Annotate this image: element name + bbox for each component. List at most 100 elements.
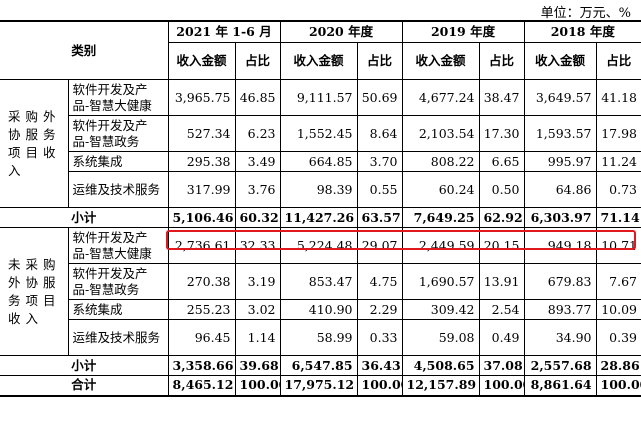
ratio-cell: 0.55 (357, 171, 403, 208)
ratio-cell: 2.29 (357, 299, 403, 320)
table-row: 未采购外协服务项目收入 软件开发及产品-智慧大健康 2,736.61 32.33 5,2… (0, 227, 641, 356)
ratio-cell: 39.68 (235, 355, 281, 376)
revenue-cell: 2,103.54 (402, 115, 480, 152)
ratio-cell: 38.47 (479, 79, 525, 116)
revenue-cell: 6,547.85 (280, 355, 358, 376)
revenue-cell: 3,965.75 (168, 79, 236, 116)
revenue-cell: 8,465.12 (168, 375, 236, 397)
table-row: 软件开发及产品-智慧政务 270.38 3.19 853.47 4.75 1,690.57… (0, 263, 641, 300)
ratio-cell: 3.02 (235, 299, 281, 320)
ratio-cell: 6.65 (479, 151, 525, 172)
unit-label: 单位：万元、% (540, 6, 631, 21)
revenue-table: 类别 2021 年 1-6 月 2020 年度 2019 年度 2018 年度 … (0, 20, 641, 397)
revenue-cell: 270.38 (168, 263, 236, 300)
header-revenue: 收入金额 (402, 42, 480, 80)
revenue-cell: 4,508.65 (402, 355, 480, 376)
table-body: 采购外协服务项目收入 软件开发及产品-智慧大健康 3,965.75 46.85 9,11… (0, 79, 641, 397)
ratio-cell: 0.73 (596, 171, 641, 208)
ratio-cell: 3.70 (357, 151, 403, 172)
ratio-cell: 1.14 (235, 319, 281, 356)
revenue-cell: 527.34 (168, 115, 236, 152)
ratio-cell: 17.98 (596, 115, 641, 152)
revenue-cell: 11,427.26 (280, 207, 358, 228)
item-label: 系统集成 (68, 151, 169, 172)
ratio-cell: 11.24 (596, 151, 641, 172)
revenue-cell: 2,557.68 (524, 355, 597, 376)
revenue-cell: 995.97 (524, 151, 597, 172)
revenue-cell: 808.22 (402, 151, 480, 172)
ratio-cell: 46.85 (235, 79, 281, 116)
header-period: 2019 年度 (402, 20, 525, 43)
table-row: 采购外协服务项目收入 软件开发及产品-智慧大健康 3,965.75 46.85 9,11… (0, 79, 641, 208)
revenue-cell: 679.83 (524, 263, 597, 300)
ratio-cell: 50.69 (357, 79, 403, 116)
ratio-cell: 7.67 (596, 263, 641, 300)
header-period: 2021 年 1-6 月 (168, 20, 281, 43)
header-revenue: 收入金额 (524, 42, 597, 80)
revenue-cell: 664.85 (280, 151, 358, 172)
revenue-cell: 893.77 (524, 299, 597, 320)
revenue-cell: 410.90 (280, 299, 358, 320)
ratio-cell: 0.50 (479, 171, 525, 208)
revenue-cell: 6,303.97 (524, 207, 597, 228)
ratio-cell: 0.49 (479, 319, 525, 356)
ratio-cell: 0.33 (357, 319, 403, 356)
revenue-cell: 7,649.25 (402, 207, 480, 228)
revenue-cell: 1,690.57 (402, 263, 480, 300)
revenue-cell: 17,975.12 (280, 375, 358, 397)
revenue-cell: 317.99 (168, 171, 236, 208)
item-label: 软件开发及产品-智慧大健康 (68, 227, 169, 264)
header-ratio: 占比 (596, 42, 641, 80)
revenue-cell: 255.23 (168, 299, 236, 320)
item-label: 运维及技术服务 (68, 171, 169, 208)
header-period: 2020 年度 (280, 20, 403, 43)
ratio-cell: 10.09 (596, 299, 641, 320)
header-ratio: 占比 (235, 42, 281, 80)
header-period: 2018 年度 (524, 20, 641, 43)
revenue-cell: 309.42 (402, 299, 480, 320)
revenue-cell: 60.24 (402, 171, 480, 208)
total-label: 合计 (0, 375, 169, 397)
revenue-cell: 3,358.66 (168, 355, 236, 376)
ratio-cell: 8.64 (357, 115, 403, 152)
revenue-cell: 1,552.45 (280, 115, 358, 152)
ratio-cell: 3.49 (235, 151, 281, 172)
ratio-cell: 60.32 (235, 207, 281, 228)
table-row: 系统集成 255.23 3.02 410.90 2.29 309.42 2.54 893.77… (0, 299, 641, 320)
header-ratio: 占比 (479, 42, 525, 80)
revenue-cell: 1,593.57 (524, 115, 597, 152)
item-label: 系统集成 (68, 299, 169, 320)
revenue-cell: 58.99 (280, 319, 358, 356)
subtotal-row: 小计 5,106.46 60.32 11,427.26 63.57 7,649.25 62.… (0, 207, 641, 228)
item-label: 软件开发及产品-智慧大健康 (68, 79, 169, 116)
revenue-cell: 64.86 (524, 171, 597, 208)
ratio-cell: 36.43 (357, 355, 403, 376)
ratio-cell: 13.91 (479, 263, 525, 300)
ratio-cell: 2.54 (479, 299, 525, 320)
group-label: 未采购外协服务项目收入 (0, 227, 69, 356)
revenue-cell: 8,861.64 (524, 375, 597, 397)
subtotal-label: 小计 (0, 207, 169, 228)
revenue-cell: 98.39 (280, 171, 358, 208)
ratio-cell: 100.00 (596, 375, 641, 397)
ratio-cell: 100.00 (235, 375, 281, 397)
item-label: 软件开发及产品-智慧政务 (68, 115, 169, 152)
ratio-cell: 100.00 (479, 375, 525, 397)
subtotal-label: 小计 (0, 355, 169, 376)
table-row: 软件开发及产品-智慧政务 527.34 6.23 1,552.45 8.64 2,103.… (0, 115, 641, 152)
table-row: 运维及技术服务 96.45 1.14 58.99 0.33 59.08 0.49 34.90 0… (0, 319, 641, 356)
table-row: 系统集成 295.38 3.49 664.85 3.70 808.22 6.65 995.97… (0, 151, 641, 172)
ratio-cell: 62.92 (479, 207, 525, 228)
ratio-cell: 6.23 (235, 115, 281, 152)
header-revenue: 收入金额 (280, 42, 358, 80)
total-row: 合计8,465.12100.0017,975.12100.0012,157.89… (0, 375, 641, 397)
ratio-cell: 71.14 (596, 207, 641, 228)
item-label: 软件开发及产品-智慧政务 (68, 263, 169, 300)
revenue-cell: 9,111.57 (280, 79, 358, 116)
subtotal-row: 小计 3,358.66 39.68 6,547.85 36.43 4,508.65 37.0… (0, 355, 641, 376)
ratio-cell: 4.75 (357, 263, 403, 300)
revenue-cell: 59.08 (402, 319, 480, 356)
revenue-cell: 2,449.59 (402, 227, 480, 264)
item-label: 运维及技术服务 (68, 319, 169, 356)
ratio-cell: 100.00 (357, 375, 403, 397)
